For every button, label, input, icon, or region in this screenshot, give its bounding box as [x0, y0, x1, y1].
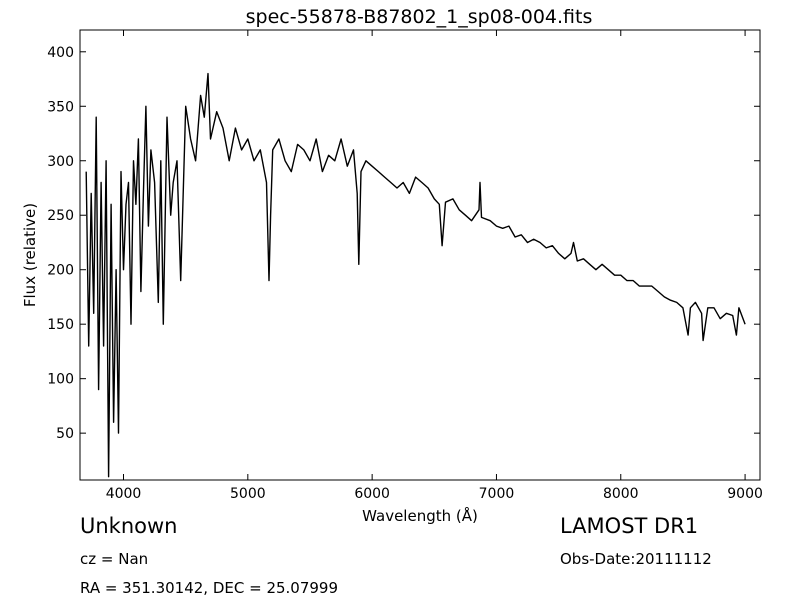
- x-tick-label: 5000: [230, 486, 266, 502]
- y-axis-label: Flux (relative): [21, 203, 39, 307]
- coordinates-label: RA = 351.30142, DEC = 25.07999: [80, 579, 339, 597]
- y-tick-label: 50: [56, 426, 74, 442]
- x-axis-label: Wavelength (Å): [362, 506, 478, 525]
- x-tick-label: 8000: [603, 486, 639, 502]
- y-tick-label: 300: [47, 154, 74, 170]
- y-tick-label: 200: [47, 263, 74, 279]
- redshift-label: cz = Nan: [80, 550, 149, 568]
- y-tick-label: 350: [47, 99, 74, 115]
- x-tick-label: 4000: [106, 486, 142, 502]
- object-class-label: Unknown: [80, 514, 178, 538]
- obs-date-label: Obs-Date:20111112: [560, 550, 712, 568]
- y-tick-label: 250: [47, 208, 74, 224]
- chart-title: spec-55878-B87802_1_sp08-004.fits: [246, 6, 593, 28]
- survey-label: LAMOST DR1: [560, 514, 699, 538]
- plot-frame: [79, 29, 761, 481]
- x-tick-label: 6000: [354, 486, 390, 502]
- y-tick-label: 150: [47, 317, 74, 333]
- y-tick-label: 100: [47, 372, 74, 388]
- y-tick-label: 400: [47, 45, 74, 61]
- x-tick-label: 7000: [479, 486, 515, 502]
- x-tick-label: 9000: [727, 486, 763, 502]
- spectrum-line-0: [85, 72, 746, 478]
